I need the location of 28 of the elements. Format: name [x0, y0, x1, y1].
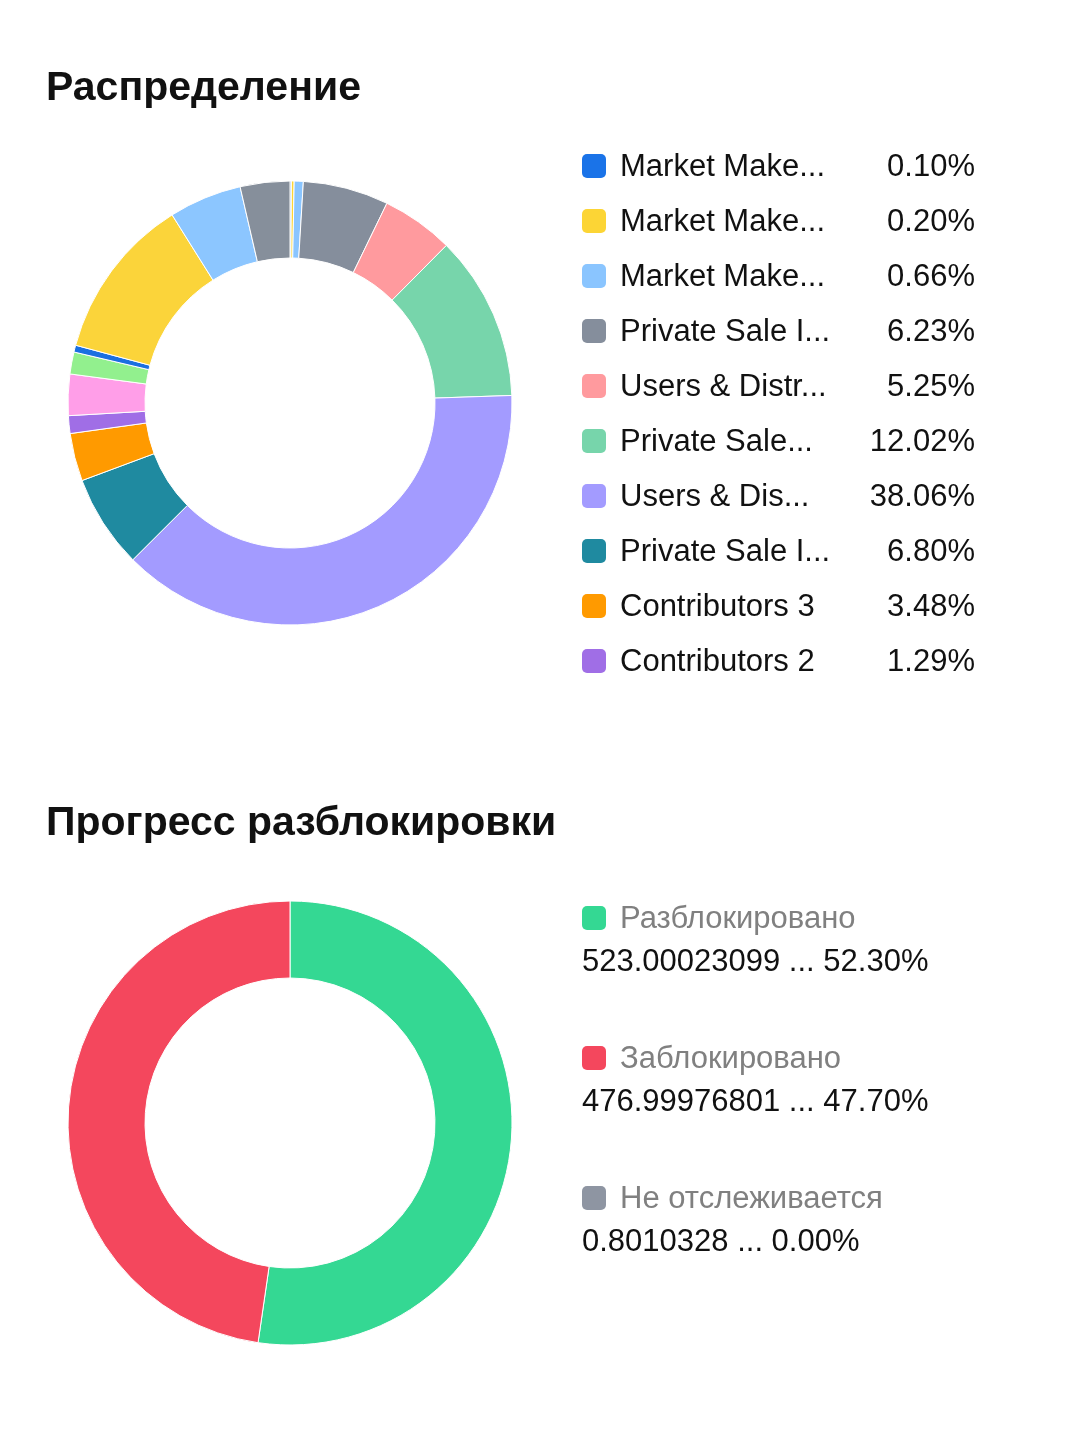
legend-label: Contributors 2 [620, 642, 816, 679]
data-label: 6.80% [886, 532, 975, 569]
chart-title: Прогресс разблокировки [46, 798, 557, 845]
legend-label: Users & Dis... [620, 477, 811, 514]
legend-label: Private Sale I... [620, 532, 832, 569]
data-label: 1.29% [886, 642, 975, 679]
data-label: 0.10% [886, 147, 975, 184]
legend-label: Private Sale I... [620, 312, 832, 349]
legend-label: Users & Distr... [620, 367, 828, 404]
data-label: 0.20% [886, 202, 975, 239]
data-label: 12.02% [868, 422, 975, 459]
data-label: 523.00023099 ... 52.30% [582, 942, 930, 980]
legend-label: Разблокировано [620, 900, 856, 936]
data-label: 476.99976801 ... 47.70% [582, 1082, 930, 1120]
data-label: 6.23% [886, 312, 975, 349]
legend-label: Не отслеживается [620, 1180, 883, 1216]
legend-label: Contributors 3 [620, 587, 816, 624]
chart-title: Распределение [46, 63, 361, 110]
legend-label: Market Make... [620, 257, 826, 294]
legend-label: Заблокировано [620, 1040, 842, 1076]
data-label: 38.06% [868, 477, 975, 514]
legend-label: Private Sale... [620, 422, 814, 459]
legend-label: Market Make... [620, 147, 826, 184]
data-label: 3.48% [886, 587, 975, 624]
data-label: 0.66% [886, 257, 975, 294]
data-label: 5.25% [886, 367, 975, 404]
legend-label: Market Make... [620, 202, 826, 239]
text: 0.8010328 ... 0.00% [582, 1223, 860, 1258]
